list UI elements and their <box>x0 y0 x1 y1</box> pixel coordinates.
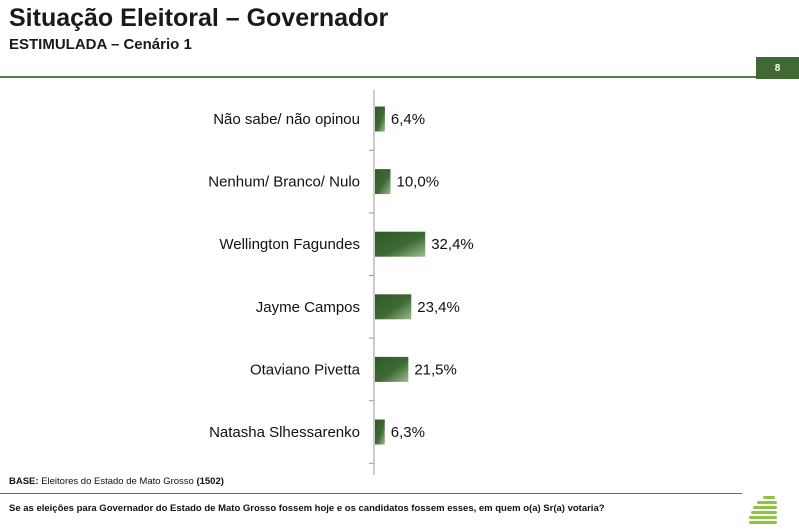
data-label: 6,3% <box>391 424 425 441</box>
data-label: 21,5% <box>414 361 457 378</box>
header-divider <box>0 76 756 78</box>
category-label: Jayme Campos <box>256 299 360 316</box>
data-label: 6,4% <box>391 111 425 128</box>
company-logo <box>749 496 779 528</box>
category-label: Natasha Slhessarenko <box>209 424 360 441</box>
category-label: Otaviano Pivetta <box>250 361 361 378</box>
category-label: Nenhum/ Branco/ Nulo <box>208 174 360 191</box>
category-label: Wellington Fagundes <box>219 236 360 253</box>
bar <box>375 106 385 132</box>
bar <box>375 294 412 320</box>
footer-divider <box>0 493 742 494</box>
bar <box>375 231 426 257</box>
page-title: Situação Eleitoral – Governador <box>9 4 389 32</box>
base-text: Eleitores do Estado de Mato Grosso <box>38 476 197 487</box>
base-note: BASE: Eleitores do Estado de Mato Grosso… <box>9 476 224 487</box>
category-label: Não sabe/ não opinou <box>213 111 360 128</box>
page-number-badge: 8 <box>756 57 799 79</box>
base-count: (1502) <box>196 476 224 487</box>
data-label: 23,4% <box>417 299 460 316</box>
base-label: BASE: <box>9 476 39 487</box>
page-subtitle: ESTIMULADA – Cenário 1 <box>9 36 192 53</box>
data-label: 32,4% <box>431 236 474 253</box>
data-label: 10,0% <box>397 174 440 191</box>
bar <box>375 356 409 382</box>
bar <box>375 169 391 195</box>
bar-chart: Não sabe/ não opinou 6,4% Nenhum/ Branco/ … <box>208 90 474 475</box>
survey-question: Se as eleições para Governador do Estado… <box>9 503 605 514</box>
bar <box>375 419 385 445</box>
